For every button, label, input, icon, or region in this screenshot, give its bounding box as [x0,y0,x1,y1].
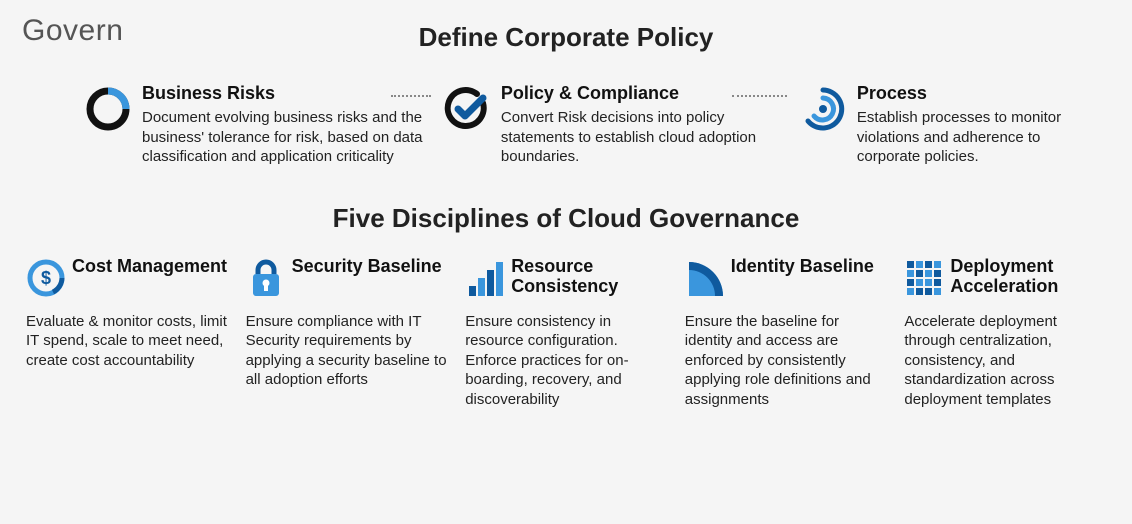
discipline-head: Identity Baseline [685,256,887,302]
discipline-deployment-acceleration: Deployment Acceleration Accelerate deplo… [904,256,1106,410]
quarter-arc-icon [685,256,725,300]
discipline-head: $ Cost Management [26,256,228,302]
policy-item-desc: Establish processes to monitor violation… [857,108,1098,167]
discipline-desc: Accelerate deployment through centraliza… [904,312,1106,410]
policy-item-business-risks: Business Risks Document evolving busines… [84,83,443,167]
bar-chart-icon [465,256,505,300]
policy-item-title: Business Risks [142,83,443,104]
policy-item-desc: Convert Risk decisions into policy state… [501,108,787,167]
section1-title: Define Corporate Policy [24,22,1108,53]
discipline-desc: Ensure compliance with IT Security requi… [246,312,448,390]
page-root: Govern Define Corporate Policy Business … [0,0,1132,524]
discipline-title: Security Baseline [292,256,442,277]
svg-text:$: $ [41,268,51,288]
discipline-title: Resource Consistency [511,256,667,297]
discipline-desc: Ensure consistency in resource configura… [465,312,667,410]
policy-item-process: Process Establish processes to monitor v… [799,83,1098,167]
ring-progress-icon [84,85,132,133]
discipline-title: Cost Management [72,256,227,277]
discipline-title: Deployment Acceleration [950,256,1106,297]
dollar-coin-icon: $ [26,256,66,300]
discipline-head: Resource Consistency [465,256,667,302]
page-label: Govern [22,14,123,48]
policy-row: Business Risks Document evolving busines… [24,83,1108,167]
discipline-security-baseline: Security Baseline Ensure compliance with… [246,256,448,410]
grid-heatmap-icon [904,256,944,300]
discipline-cost-management: $ Cost Management Evaluate & monitor cos… [26,256,228,410]
policy-item-text: Process Establish processes to monitor v… [857,83,1098,167]
concentric-rings-icon [799,85,847,133]
discipline-title: Identity Baseline [731,256,874,277]
checkmark-circle-icon [443,85,491,133]
policy-item-title: Process [857,83,1098,104]
disciplines-row: $ Cost Management Evaluate & monitor cos… [24,256,1108,410]
connector-dots [391,95,431,97]
policy-item-title: Policy & Compliance [501,83,787,104]
connector-dots [732,95,787,97]
discipline-head: Security Baseline [246,256,448,302]
discipline-desc: Evaluate & monitor costs, limit IT spend… [26,312,228,371]
lock-icon [246,256,286,300]
discipline-desc: Ensure the baseline for identity and acc… [685,312,887,410]
policy-item-desc: Document evolving business risks and the… [142,108,443,167]
discipline-identity-baseline: Identity Baseline Ensure the baseline fo… [685,256,887,410]
discipline-resource-consistency: Resource Consistency Ensure consistency … [465,256,667,410]
discipline-head: Deployment Acceleration [904,256,1106,302]
section2-title: Five Disciplines of Cloud Governance [24,203,1108,234]
